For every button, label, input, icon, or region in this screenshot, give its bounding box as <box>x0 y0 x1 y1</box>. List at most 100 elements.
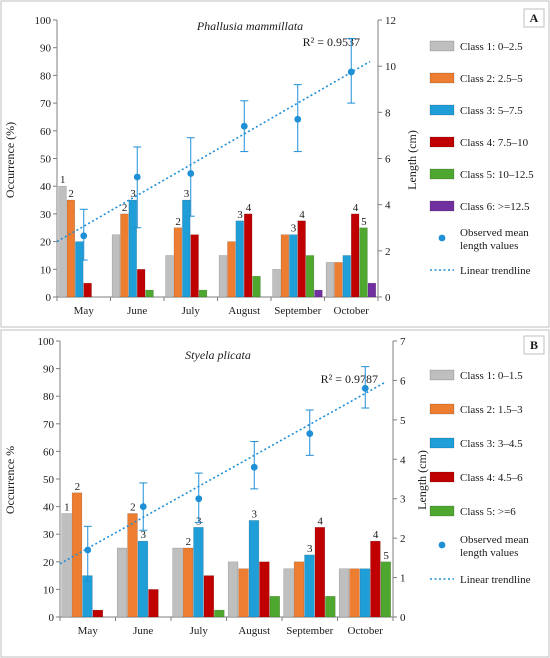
y2-tick-label: 5 <box>400 415 406 427</box>
bar-data-label: 4 <box>373 529 379 541</box>
legend-swatch <box>429 40 455 52</box>
bar-data-label: 2 <box>175 216 181 228</box>
mean-length-point <box>195 495 203 503</box>
bar <box>283 568 294 618</box>
legend-marker <box>438 234 446 242</box>
x-tick-label: September <box>274 305 321 317</box>
y-tick-label: 20 <box>43 557 55 569</box>
bar <box>182 199 191 298</box>
legend: Class 1: 0–1.5 Class 2: 1.5–3 Class 3: 3–4… <box>429 369 531 586</box>
bar <box>314 527 326 618</box>
bar <box>248 520 260 618</box>
y2-axis: 0 1 2 3 4 5 6 7 <box>392 336 406 624</box>
bar <box>314 289 323 298</box>
bar <box>137 269 146 298</box>
y-axis: 0 10 20 30 40 50 60 70 80 90 100 <box>35 15 378 304</box>
y-tick-label: 80 <box>43 391 55 403</box>
y2-axis: 0 2 4 6 8 10 12 <box>377 15 397 304</box>
y-tick-label: 90 <box>40 43 52 55</box>
bar <box>61 513 72 618</box>
panel-letter-badge: B <box>523 335 545 355</box>
bar <box>193 527 204 618</box>
mean-length-point <box>240 122 248 130</box>
y2-tick-label: 4 <box>400 454 406 466</box>
y-tick-label: 90 <box>43 364 55 376</box>
x-tick-label: May <box>78 625 99 637</box>
r-squared-label: R² = 0.9537 <box>303 35 360 49</box>
y-tick-label: 30 <box>40 209 52 221</box>
bar <box>120 213 129 298</box>
y-tick-label: 100 <box>38 336 55 348</box>
bar <box>359 568 371 618</box>
y2-tick-label: 6 <box>385 154 391 166</box>
mean-length-point <box>347 68 355 76</box>
y-tick-label: 50 <box>40 154 52 166</box>
panel-b-frame <box>0 329 550 658</box>
bar <box>342 255 351 298</box>
legend-swatch <box>429 200 455 212</box>
bar <box>127 513 138 618</box>
y-tick-label: 0 <box>49 612 55 624</box>
y-tick-label: 40 <box>40 181 52 193</box>
bar <box>214 609 225 618</box>
bar <box>272 269 281 298</box>
y-tick-label: 60 <box>43 446 55 458</box>
trendline <box>56 60 371 243</box>
panel-a: Phallusia mammillata R² = 0.9537 Occurre… <box>0 0 550 328</box>
bar-data-label: 3 <box>141 529 147 541</box>
x-tick-label: October <box>348 625 384 637</box>
bar-data-label: 3 <box>237 209 243 221</box>
panel-letter: A <box>530 11 539 25</box>
bar-data-label: 4 <box>353 202 359 214</box>
legend-swatch <box>429 437 455 449</box>
bar <box>351 213 360 298</box>
mean-length-overlay <box>56 37 371 261</box>
bars <box>61 492 391 618</box>
x-tick-label: June <box>127 305 147 317</box>
bar <box>367 282 377 298</box>
panel-letter: B <box>530 338 538 352</box>
bar <box>92 609 104 618</box>
y2-tick-label: 7 <box>400 336 406 348</box>
legend-label: Class 2: 1.5–3 <box>460 404 523 416</box>
legend-swatch <box>429 369 455 381</box>
bar-data-label: 2 <box>75 481 81 493</box>
bar <box>325 262 335 298</box>
bar <box>238 568 249 618</box>
y2-tick-label: 1 <box>400 573 406 585</box>
bar <box>269 596 280 618</box>
x-tick-label: October <box>334 305 370 317</box>
bar <box>190 234 199 298</box>
y2-tick-label: 0 <box>385 292 391 304</box>
bar <box>259 561 270 618</box>
legend-label: Class 3: 5–7.5 <box>460 105 523 117</box>
legend-label: Class 6: >=12.5 <box>460 201 530 213</box>
bar-data-label: 1 <box>60 174 66 186</box>
y2-tick-label: 12 <box>385 15 396 27</box>
bar-data-label: 4 <box>299 209 305 221</box>
y2-tick-label: 0 <box>400 612 406 624</box>
bar <box>370 540 381 618</box>
bar <box>66 199 76 298</box>
mean-length-point <box>294 115 302 123</box>
legend-label: Class 2: 2.5–5 <box>460 73 523 85</box>
panel-letter-badge: A <box>523 8 545 28</box>
y2-tick-label: 4 <box>385 200 391 212</box>
panel-a-frame <box>0 0 550 328</box>
bar <box>83 282 92 298</box>
bar <box>244 213 253 298</box>
bar-data-label: 2 <box>68 188 74 200</box>
bar <box>58 185 67 298</box>
legend-label: Class 5: 10–12.5 <box>460 169 534 181</box>
bar-data-label: 2 <box>130 502 136 514</box>
mean-length-point <box>250 463 258 471</box>
y-tick-label: 10 <box>40 264 52 276</box>
legend-label: Class 5: >=6 <box>460 506 516 518</box>
mean-length-point <box>361 384 369 392</box>
y2-tick-label: 8 <box>385 107 391 119</box>
bar <box>227 241 236 298</box>
bar <box>111 234 121 298</box>
panel-b: Styela plicata R² = 0.9787 Occurrence % … <box>0 329 550 658</box>
